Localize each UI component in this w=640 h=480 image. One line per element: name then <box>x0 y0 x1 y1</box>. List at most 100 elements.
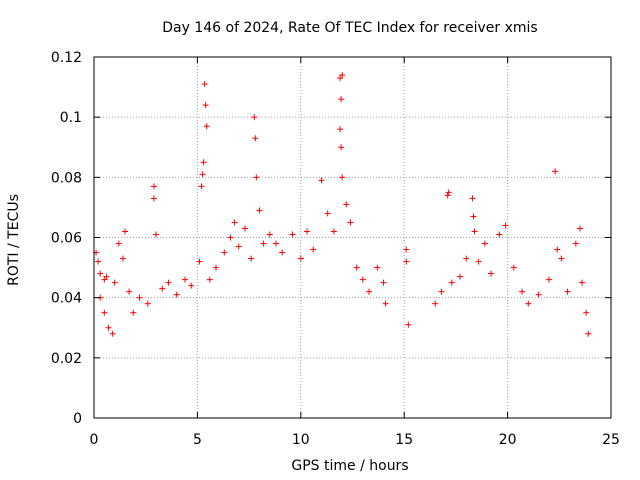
x-tick-label: 0 <box>90 432 99 448</box>
data-point <box>144 300 151 307</box>
x-tick-label: 25 <box>602 432 620 448</box>
data-point <box>519 288 526 295</box>
data-point <box>109 330 116 337</box>
x-tick-label: 10 <box>292 432 310 448</box>
data-point <box>97 270 104 277</box>
chart-title: Day 146 of 2024, Rate Of TEC Index for r… <box>162 20 537 36</box>
data-point <box>475 258 482 265</box>
data-point <box>471 228 478 235</box>
axis-ticks: 0 5 10 15 20 25 0 0.02 0.04 0.06 0.08 0.1 0.12 <box>51 50 620 448</box>
data-point <box>339 72 346 79</box>
data-point <box>457 273 464 280</box>
data-point <box>304 228 311 235</box>
data-point <box>535 291 542 298</box>
data-point <box>488 270 495 277</box>
data-point <box>260 240 267 247</box>
y-tick-label: 0.02 <box>51 351 82 367</box>
data-point <box>337 126 344 133</box>
data-point <box>221 249 228 256</box>
data-point <box>196 258 203 265</box>
data-point <box>558 255 565 262</box>
y-axis-label: ROTI / TECUs <box>6 194 22 286</box>
data-point <box>101 276 108 283</box>
y-tick-label: 0.06 <box>51 231 82 247</box>
data-point <box>126 288 133 295</box>
data-point <box>438 288 445 295</box>
data-point <box>552 168 559 175</box>
data-point <box>353 264 360 271</box>
x-axis-label: GPS time / hours <box>291 458 408 474</box>
data-point <box>227 234 234 241</box>
data-point <box>324 210 331 217</box>
data-point <box>289 231 296 238</box>
data-point <box>585 330 592 337</box>
data-point <box>251 114 258 121</box>
data-point <box>496 231 503 238</box>
data-point <box>310 246 317 253</box>
data-point <box>444 192 451 199</box>
data-point <box>405 321 412 328</box>
data-point <box>366 288 373 295</box>
data-point <box>338 96 345 103</box>
y-tick-label: 0.12 <box>51 50 82 66</box>
data-point <box>510 264 517 271</box>
data-point <box>266 231 273 238</box>
grid-lines <box>94 57 611 418</box>
data-point <box>235 243 242 250</box>
y-tick-label: 0.1 <box>60 110 82 126</box>
data-point <box>153 231 160 238</box>
data-point <box>122 228 129 235</box>
data-point <box>119 255 126 262</box>
data-point <box>150 195 157 202</box>
data-point <box>374 264 381 271</box>
data-point <box>583 309 590 316</box>
data-point <box>318 177 325 184</box>
data-point <box>545 276 552 283</box>
data-point <box>199 171 206 178</box>
data-point <box>579 279 586 286</box>
data-point <box>403 246 410 253</box>
data-point <box>111 279 118 286</box>
data-point <box>203 123 210 130</box>
y-tick-label: 0.04 <box>51 291 82 307</box>
data-point <box>252 135 259 142</box>
data-point <box>279 249 286 256</box>
x-tick-label: 20 <box>499 432 517 448</box>
data-point <box>206 276 213 283</box>
data-point <box>202 102 209 109</box>
data-point <box>188 282 195 289</box>
data-point <box>103 273 110 280</box>
data-point <box>338 144 345 151</box>
data-point <box>136 294 143 301</box>
data-point <box>432 300 439 307</box>
data-point <box>181 276 188 283</box>
data-point <box>470 213 477 220</box>
data-point <box>502 222 509 229</box>
data-point <box>403 258 410 265</box>
data-point <box>173 291 180 298</box>
data-point <box>241 225 248 232</box>
data-point <box>130 309 137 316</box>
data-point <box>248 255 255 262</box>
data-point <box>253 174 260 181</box>
data-point <box>101 309 108 316</box>
data-point <box>445 189 452 196</box>
data-point <box>231 219 238 226</box>
data-point <box>572 240 579 247</box>
data-point <box>200 159 207 166</box>
data-point <box>380 279 387 286</box>
data-point <box>115 240 122 247</box>
data-point <box>330 228 337 235</box>
data-point <box>198 183 205 190</box>
data-point <box>95 258 102 265</box>
data-point <box>256 207 263 214</box>
data-point <box>201 81 208 88</box>
data-point <box>448 279 455 286</box>
x-tick-label: 5 <box>193 432 202 448</box>
data-point <box>347 219 354 226</box>
data-point <box>213 264 220 271</box>
data-point <box>150 183 157 190</box>
data-point <box>469 195 476 202</box>
data-point <box>564 288 571 295</box>
